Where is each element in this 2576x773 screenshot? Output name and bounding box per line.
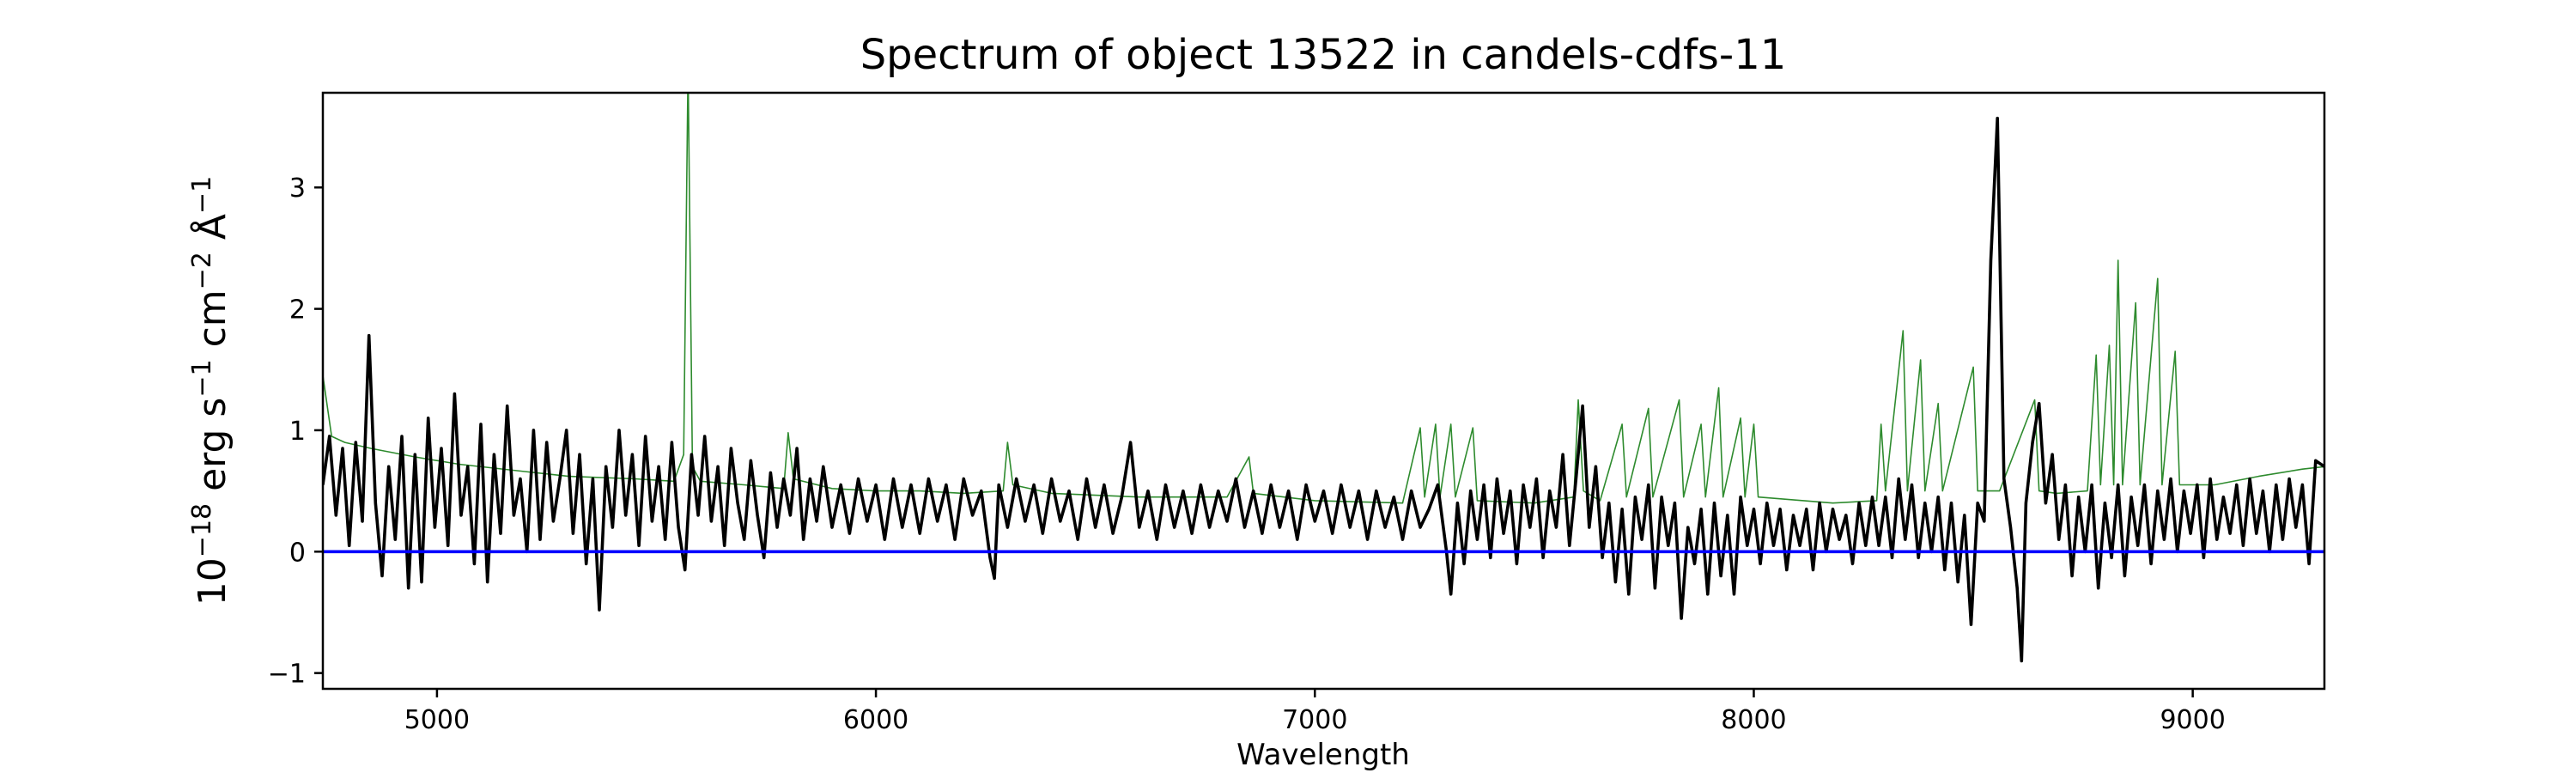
y-tick-label: 1	[289, 417, 306, 447]
y-axis-label: 10−18 erg s−1 cm−2 Å−1	[187, 176, 235, 606]
y-tick-label: −1	[268, 660, 306, 690]
y-label-part-3: Å	[189, 214, 234, 252]
y-label-exp-2: −1	[187, 359, 217, 397]
x-axis: 5000 6000 7000 8000 9000	[404, 689, 2226, 735]
y-axis: −1 0 1 2 3	[268, 173, 323, 690]
chart-title: Spectrum of object 13522 in candels-cdfs…	[860, 31, 1787, 79]
y-tick-label: 3	[289, 173, 306, 204]
series-layer	[323, 93, 2324, 663]
x-tick-label: 9000	[2160, 705, 2225, 735]
x-tick-label: 7000	[1282, 705, 1347, 735]
y-label-part-1: erg s	[191, 398, 234, 503]
y-label-part-2: cm	[191, 289, 234, 359]
y-label-base: 10	[191, 557, 234, 606]
y-label-exp-4: −1	[187, 176, 217, 214]
series-model-line	[323, 93, 2324, 504]
y-tick-label: 2	[289, 295, 306, 326]
y-label-exp-1: −18	[187, 503, 217, 557]
plot-frame	[321, 91, 2326, 691]
x-axis-label: Wavelength	[1236, 738, 1410, 772]
plot-area	[321, 91, 2326, 691]
x-tick-label: 6000	[843, 705, 908, 735]
y-label-exp-3: −2	[187, 252, 217, 289]
y-tick-label: 0	[289, 538, 306, 568]
x-tick-label: 8000	[1721, 705, 1786, 735]
x-tick-label: 5000	[404, 705, 470, 735]
series-flux-line	[323, 116, 2324, 663]
